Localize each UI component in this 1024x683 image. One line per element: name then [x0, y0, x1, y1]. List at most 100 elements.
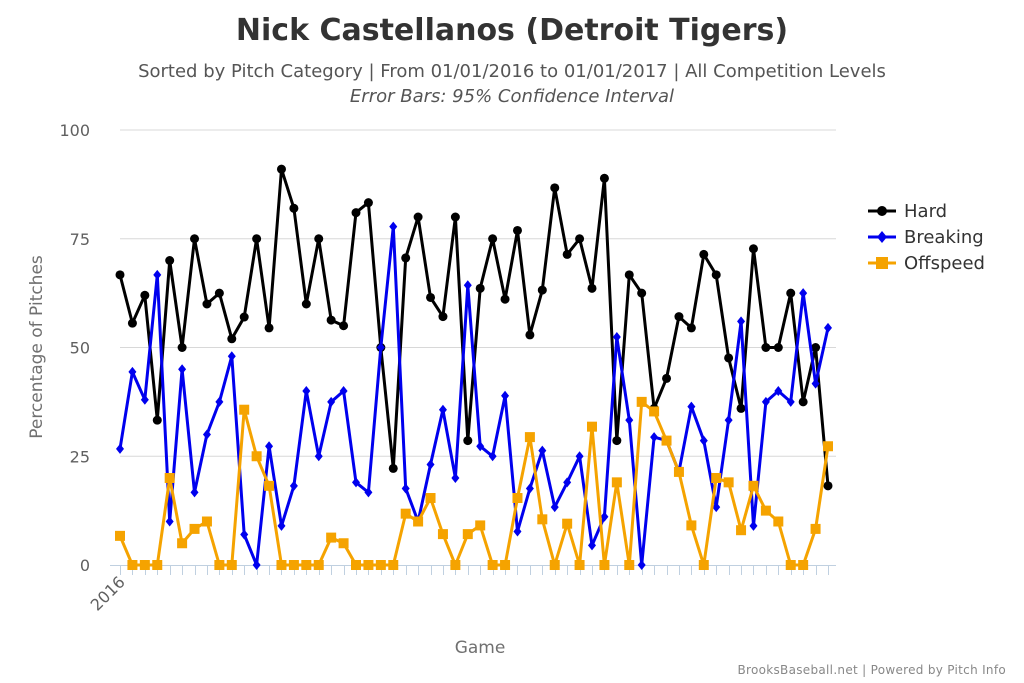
data-point-breaking[interactable] [252, 560, 261, 570]
data-point-offspeed[interactable] [189, 523, 200, 534]
data-point-hard[interactable] [587, 283, 597, 293]
legend-item-offspeed[interactable]: Offspeed [868, 253, 985, 274]
data-point-offspeed[interactable] [698, 560, 709, 570]
data-point-breaking[interactable] [190, 487, 199, 498]
data-point-hard[interactable] [575, 234, 585, 244]
data-point-hard[interactable] [413, 212, 423, 222]
data-point-hard[interactable] [624, 270, 634, 280]
data-point-breaking[interactable] [389, 221, 398, 232]
data-point-hard[interactable] [711, 270, 721, 280]
data-point-offspeed[interactable] [611, 477, 622, 488]
data-point-hard[interactable] [438, 312, 448, 322]
data-point-hard[interactable] [152, 415, 162, 425]
data-point-offspeed[interactable] [785, 560, 796, 570]
data-point-breaking[interactable] [488, 451, 497, 462]
data-point-breaking[interactable] [774, 386, 783, 396]
data-point-breaking[interactable] [600, 511, 609, 522]
data-point-offspeed[interactable] [177, 538, 188, 549]
data-point-offspeed[interactable] [115, 530, 125, 541]
data-point-breaking[interactable] [302, 386, 311, 396]
data-point-offspeed[interactable] [276, 560, 287, 570]
data-point-offspeed[interactable] [164, 473, 175, 483]
data-point-offspeed[interactable] [139, 560, 150, 570]
data-point-hard[interactable] [488, 234, 498, 244]
data-point-breaking[interactable] [501, 390, 510, 401]
data-point-offspeed[interactable] [363, 560, 374, 570]
data-point-breaking[interactable] [737, 316, 746, 327]
data-point-breaking[interactable] [824, 322, 832, 333]
data-point-offspeed[interactable] [475, 520, 486, 531]
data-point-breaking[interactable] [140, 394, 149, 405]
data-point-hard[interactable] [550, 183, 560, 193]
data-point-hard[interactable] [177, 343, 187, 352]
data-point-breaking[interactable] [438, 404, 447, 415]
data-point-breaking[interactable] [687, 401, 696, 412]
data-point-hard[interactable] [127, 318, 137, 328]
data-point-breaking[interactable] [637, 560, 646, 570]
data-point-offspeed[interactable] [823, 441, 833, 452]
data-point-hard[interactable] [239, 312, 249, 322]
data-point-hard[interactable] [562, 249, 572, 259]
data-point-hard[interactable] [811, 343, 821, 352]
data-point-breaking[interactable] [811, 378, 820, 389]
data-point-breaking[interactable] [749, 520, 758, 531]
data-point-offspeed[interactable] [723, 477, 734, 488]
data-point-hard[interactable] [351, 208, 361, 218]
data-point-hard[interactable] [500, 294, 510, 304]
data-point-breaking[interactable] [786, 396, 795, 407]
data-point-hard[interactable] [686, 323, 696, 333]
data-point-offspeed[interactable] [326, 532, 337, 543]
data-point-offspeed[interactable] [649, 406, 660, 417]
data-point-breaking[interactable] [289, 480, 298, 491]
data-point-breaking[interactable] [265, 441, 274, 452]
data-point-breaking[interactable] [426, 459, 435, 470]
data-point-hard[interactable] [227, 334, 237, 344]
data-point-hard[interactable] [637, 288, 647, 298]
data-point-hard[interactable] [599, 173, 609, 183]
legend[interactable]: Hard Breaking Offspeed [868, 201, 985, 274]
data-point-hard[interactable] [426, 292, 436, 302]
data-point-hard[interactable] [674, 312, 684, 322]
data-point-hard[interactable] [214, 288, 224, 298]
data-point-offspeed[interactable] [214, 560, 225, 570]
data-point-offspeed[interactable] [587, 421, 597, 432]
data-point-breaking[interactable] [128, 366, 137, 377]
data-point-offspeed[interactable] [686, 520, 697, 531]
data-point-offspeed[interactable] [388, 560, 399, 570]
data-point-offspeed[interactable] [251, 451, 262, 462]
data-point-breaking[interactable] [327, 396, 336, 407]
data-point-offspeed[interactable] [661, 435, 672, 446]
data-point-offspeed[interactable] [152, 560, 163, 570]
legend-item-hard[interactable]: Hard [868, 201, 947, 222]
data-point-hard[interactable] [289, 203, 299, 213]
data-point-breaking[interactable] [538, 445, 547, 456]
data-point-breaking[interactable] [650, 432, 659, 443]
data-point-breaking[interactable] [463, 280, 472, 291]
data-point-hard[interactable] [190, 234, 200, 244]
data-point-breaking[interactable] [277, 520, 286, 531]
data-point-offspeed[interactable] [462, 529, 473, 540]
data-point-offspeed[interactable] [748, 480, 759, 491]
data-point-offspeed[interactable] [437, 529, 448, 540]
data-point-breaking[interactable] [376, 342, 385, 353]
data-point-breaking[interactable] [153, 269, 162, 280]
data-point-breaking[interactable] [625, 415, 634, 426]
data-point-breaking[interactable] [575, 451, 584, 462]
data-point-offspeed[interactable] [127, 560, 138, 570]
data-point-hard[interactable] [773, 343, 783, 352]
data-point-hard[interactable] [525, 330, 535, 340]
data-point-hard[interactable] [612, 436, 622, 446]
data-point-breaking[interactable] [525, 483, 534, 494]
data-point-hard[interactable] [662, 373, 672, 383]
data-point-hard[interactable] [301, 299, 311, 309]
data-point-offspeed[interactable] [288, 560, 299, 570]
data-point-offspeed[interactable] [524, 432, 535, 443]
data-point-hard[interactable] [724, 353, 734, 363]
data-point-breaking[interactable] [550, 502, 559, 513]
data-point-breaking[interactable] [476, 441, 485, 452]
data-point-breaking[interactable] [761, 396, 770, 407]
data-point-hard[interactable] [699, 249, 709, 259]
data-point-offspeed[interactable] [810, 523, 821, 534]
data-point-hard[interactable] [326, 315, 336, 325]
data-point-offspeed[interactable] [487, 560, 498, 570]
